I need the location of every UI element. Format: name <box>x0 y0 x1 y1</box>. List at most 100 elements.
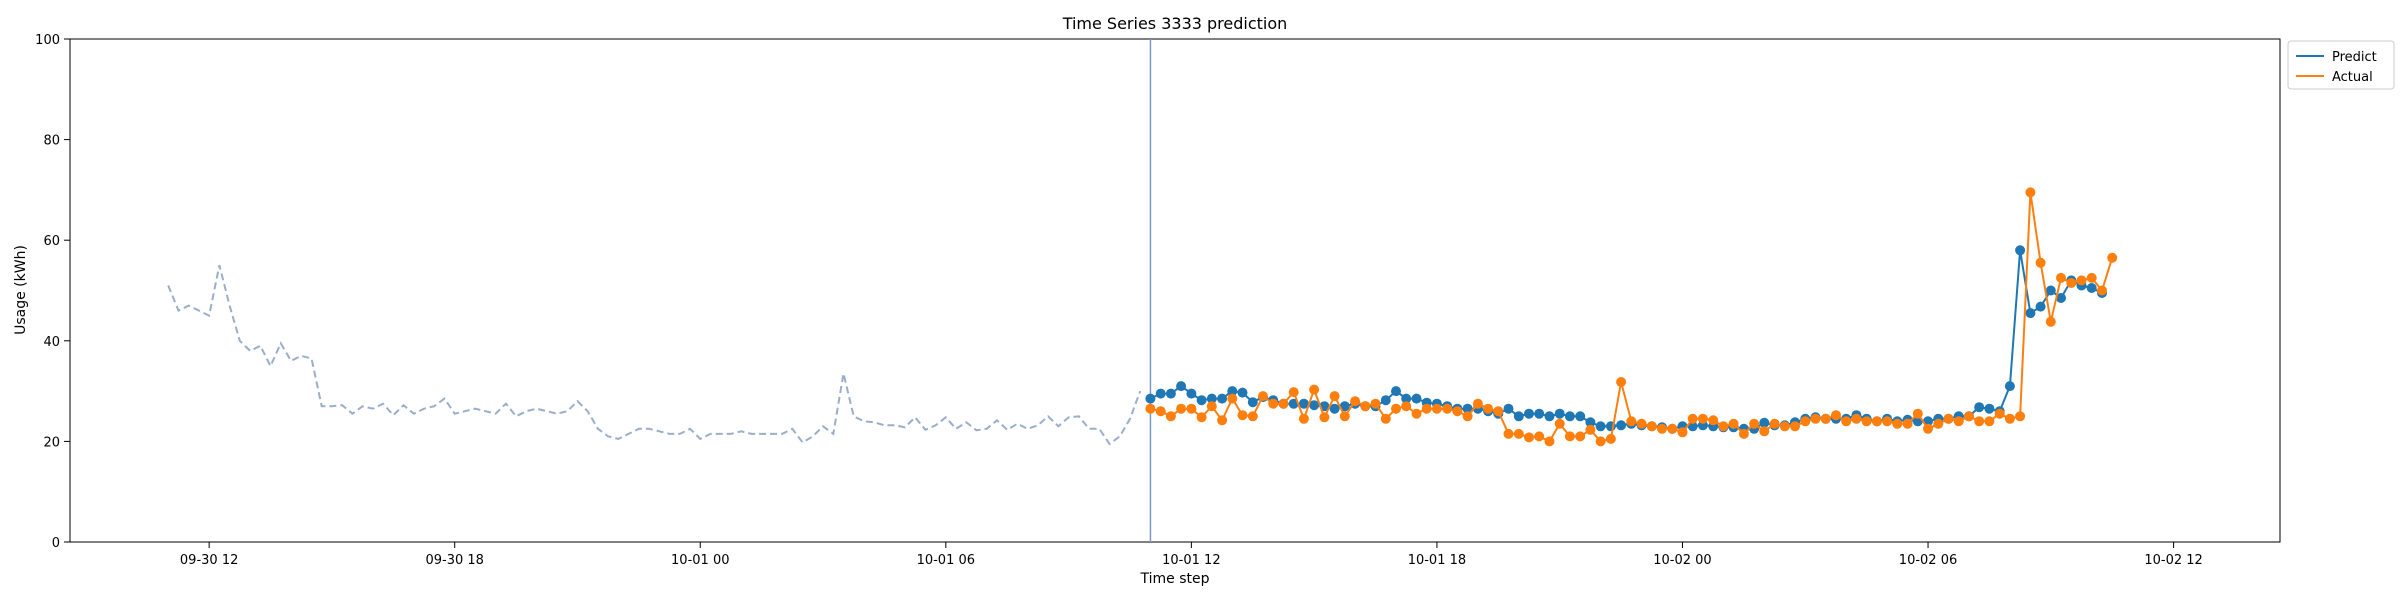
data-point-actual <box>1401 401 1412 412</box>
data-point-actual <box>1738 428 1749 439</box>
data-point-actual <box>1155 406 1166 417</box>
data-point-predict <box>2025 308 2036 319</box>
data-point-actual <box>1227 393 1238 404</box>
data-point-actual <box>1810 413 1821 424</box>
data-point-actual <box>1370 398 1381 409</box>
data-point-actual <box>1360 401 1371 412</box>
data-point-actual <box>1431 403 1442 414</box>
data-point-actual <box>1575 431 1586 442</box>
x-axis-label: Time step <box>1140 571 1210 587</box>
data-point-predict <box>2015 245 2026 256</box>
data-point-predict <box>1595 421 1606 432</box>
data-point-predict <box>1298 398 1309 409</box>
data-point-predict <box>1554 408 1565 419</box>
data-point-actual <box>1943 413 1954 424</box>
data-point-actual <box>1544 436 1555 447</box>
x-tick-label: 10-02 06 <box>1899 553 1957 568</box>
data-point-actual <box>1769 418 1780 429</box>
data-point-actual <box>1974 416 1985 427</box>
legend-items: Predict Actual <box>2296 50 2377 85</box>
data-point-predict <box>1616 420 1627 431</box>
data-point-actual <box>1841 416 1852 427</box>
data-point-actual <box>1165 411 1176 422</box>
data-point-actual <box>1462 411 1473 422</box>
plot-area <box>69 38 2281 543</box>
data-point-actual <box>1718 421 1729 432</box>
data-point-actual <box>1278 398 1289 409</box>
data-point-actual <box>1176 403 1187 414</box>
data-point-actual <box>1779 421 1790 432</box>
data-point-actual <box>2025 187 2036 198</box>
series-layer <box>1145 187 2118 447</box>
x-tick-label: 10-01 12 <box>1162 553 1220 568</box>
data-point-actual <box>1585 424 1596 435</box>
data-point-predict <box>1339 401 1350 412</box>
data-point-actual <box>1595 436 1606 447</box>
y-tick-label: 100 <box>35 33 60 48</box>
data-point-predict <box>1391 386 1401 397</box>
y-tick-label: 0 <box>52 536 60 551</box>
data-point-actual <box>1636 418 1647 429</box>
data-point-predict <box>1974 402 1985 413</box>
data-point-actual <box>2076 275 2087 286</box>
data-point-predict <box>2056 293 2066 303</box>
y-tick-label: 80 <box>43 134 60 149</box>
data-point-actual <box>2086 272 2097 283</box>
data-point-actual <box>1319 412 1330 423</box>
y-tick-label: 60 <box>43 234 60 249</box>
x-tick-label: 09-30 12 <box>180 553 238 568</box>
x-tick-label: 10-01 00 <box>671 553 729 568</box>
data-point-actual <box>1309 384 1320 395</box>
data-point-predict <box>1575 411 1586 422</box>
plot-frame <box>69 38 2281 543</box>
data-point-predict <box>1687 421 1698 432</box>
data-point-actual <box>1616 377 1627 387</box>
data-point-actual <box>1800 416 1811 427</box>
data-point-actual <box>1258 391 1268 402</box>
y-tick-label: 40 <box>43 335 60 350</box>
data-point-predict <box>1984 403 1995 414</box>
data-point-actual <box>1697 413 1708 424</box>
data-point-predict <box>2045 285 2056 296</box>
data-point-actual <box>1503 428 1514 439</box>
data-point-actual <box>1626 416 1637 427</box>
data-point-actual <box>1933 418 1944 429</box>
data-point-actual <box>1288 387 1299 398</box>
data-point-predict <box>1585 417 1596 428</box>
legend-label-predict: Predict <box>2332 50 2377 65</box>
data-point-actual <box>2097 285 2107 296</box>
legend: Predict Actual <box>2287 40 2395 90</box>
data-point-actual <box>1790 421 1800 432</box>
y-axis-label: Usage (kWh) <box>13 245 29 335</box>
data-point-actual <box>1708 415 1719 426</box>
legend-label-actual: Actual <box>2332 70 2373 85</box>
data-point-actual <box>1247 411 1258 422</box>
data-point-actual <box>1923 423 1933 434</box>
data-point-actual <box>1145 403 1156 414</box>
data-point-predict <box>1524 408 1534 419</box>
data-point-predict <box>1462 403 1473 414</box>
data-point-actual <box>1421 403 1432 414</box>
data-point-predict <box>1237 387 1248 398</box>
data-point-actual <box>1298 413 1309 424</box>
data-point-actual <box>1964 411 1974 422</box>
data-point-actual <box>1493 406 1504 417</box>
data-point-actual <box>1667 423 1678 434</box>
y-tick-label: 20 <box>43 435 60 450</box>
data-point-predict <box>1544 411 1555 422</box>
data-point-predict <box>1759 417 1770 428</box>
history-layer <box>167 265 1142 446</box>
data-point-predict <box>1217 393 1228 404</box>
data-point-actual <box>1605 433 1616 444</box>
data-point-predict <box>1176 381 1187 392</box>
data-point-actual <box>1411 408 1422 419</box>
data-point-actual <box>1534 431 1545 442</box>
data-point-predict <box>1196 395 1207 406</box>
x-axis: 09-30 12 09-30 18 10-01 00 10-01 06 10-01 12… <box>180 542 2203 568</box>
chart-title: Time Series 3333 prediction <box>1062 14 1288 33</box>
data-point-predict <box>2035 301 2046 312</box>
data-point-actual <box>1196 412 1207 423</box>
data-point-predict <box>2004 381 2015 392</box>
x-tick-label: 10-02 00 <box>1653 553 1711 568</box>
